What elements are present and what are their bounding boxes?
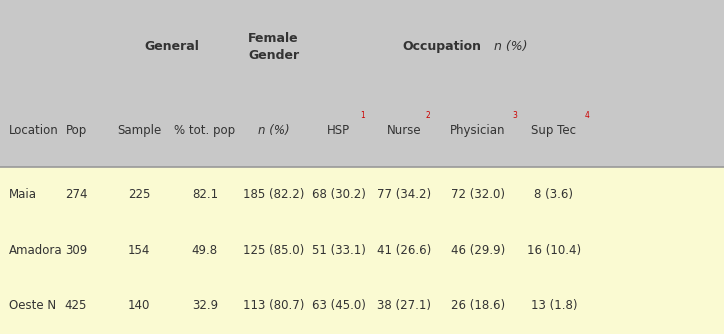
Text: 3: 3 [513, 111, 518, 120]
Text: 425: 425 [65, 299, 87, 312]
Text: 8 (3.6): 8 (3.6) [534, 188, 573, 201]
Text: Physician: Physician [450, 124, 505, 137]
Bar [0, 222, 724, 278]
Bar [0, 333, 724, 334]
Text: Location: Location [9, 124, 59, 137]
Text: Maia: Maia [9, 188, 37, 201]
Text: % tot. pop: % tot. pop [174, 124, 235, 137]
Text: Occupation: Occupation [402, 40, 481, 53]
Text: 154: 154 [128, 244, 150, 257]
Text: HSP: HSP [327, 124, 350, 137]
Text: 225: 225 [128, 188, 150, 201]
Text: 16 (10.4): 16 (10.4) [527, 244, 581, 257]
Text: 4: 4 [584, 111, 589, 120]
Text: n (%): n (%) [494, 40, 527, 53]
Text: 77 (34.2): 77 (34.2) [377, 188, 431, 201]
Text: 49.8: 49.8 [192, 244, 218, 257]
Bar [0, 167, 724, 222]
Text: 51 (33.1): 51 (33.1) [312, 244, 366, 257]
Text: 63 (45.0): 63 (45.0) [312, 299, 366, 312]
Text: 113 (80.7): 113 (80.7) [243, 299, 304, 312]
Text: 274: 274 [64, 188, 88, 201]
Text: 41 (26.6): 41 (26.6) [377, 244, 431, 257]
Text: 140: 140 [128, 299, 150, 312]
Text: Nurse: Nurse [387, 124, 421, 137]
Text: 46 (29.9): 46 (29.9) [451, 244, 505, 257]
Bar [0, 278, 724, 333]
Text: Sup Tec: Sup Tec [531, 124, 576, 137]
Text: Oeste N: Oeste N [9, 299, 56, 312]
Text: Female
Gender: Female Gender [248, 32, 299, 62]
Text: 2: 2 [426, 111, 431, 120]
Text: 38 (27.1): 38 (27.1) [377, 299, 431, 312]
Text: Pop: Pop [65, 124, 87, 137]
Text: General: General [144, 40, 199, 53]
Text: 309: 309 [65, 244, 87, 257]
Text: 185 (82.2): 185 (82.2) [243, 188, 304, 201]
Text: 13 (1.8): 13 (1.8) [531, 299, 577, 312]
Text: 82.1: 82.1 [192, 188, 218, 201]
Text: 26 (18.6): 26 (18.6) [451, 299, 505, 312]
Text: n (%): n (%) [258, 124, 290, 137]
Text: 68 (30.2): 68 (30.2) [312, 188, 366, 201]
Text: 1: 1 [361, 111, 366, 120]
Bar [0, 0, 724, 167]
Text: 32.9: 32.9 [192, 299, 218, 312]
Text: 72 (32.0): 72 (32.0) [451, 188, 505, 201]
Text: Sample: Sample [117, 124, 161, 137]
Text: Amadora: Amadora [9, 244, 62, 257]
Text: 125 (85.0): 125 (85.0) [243, 244, 304, 257]
